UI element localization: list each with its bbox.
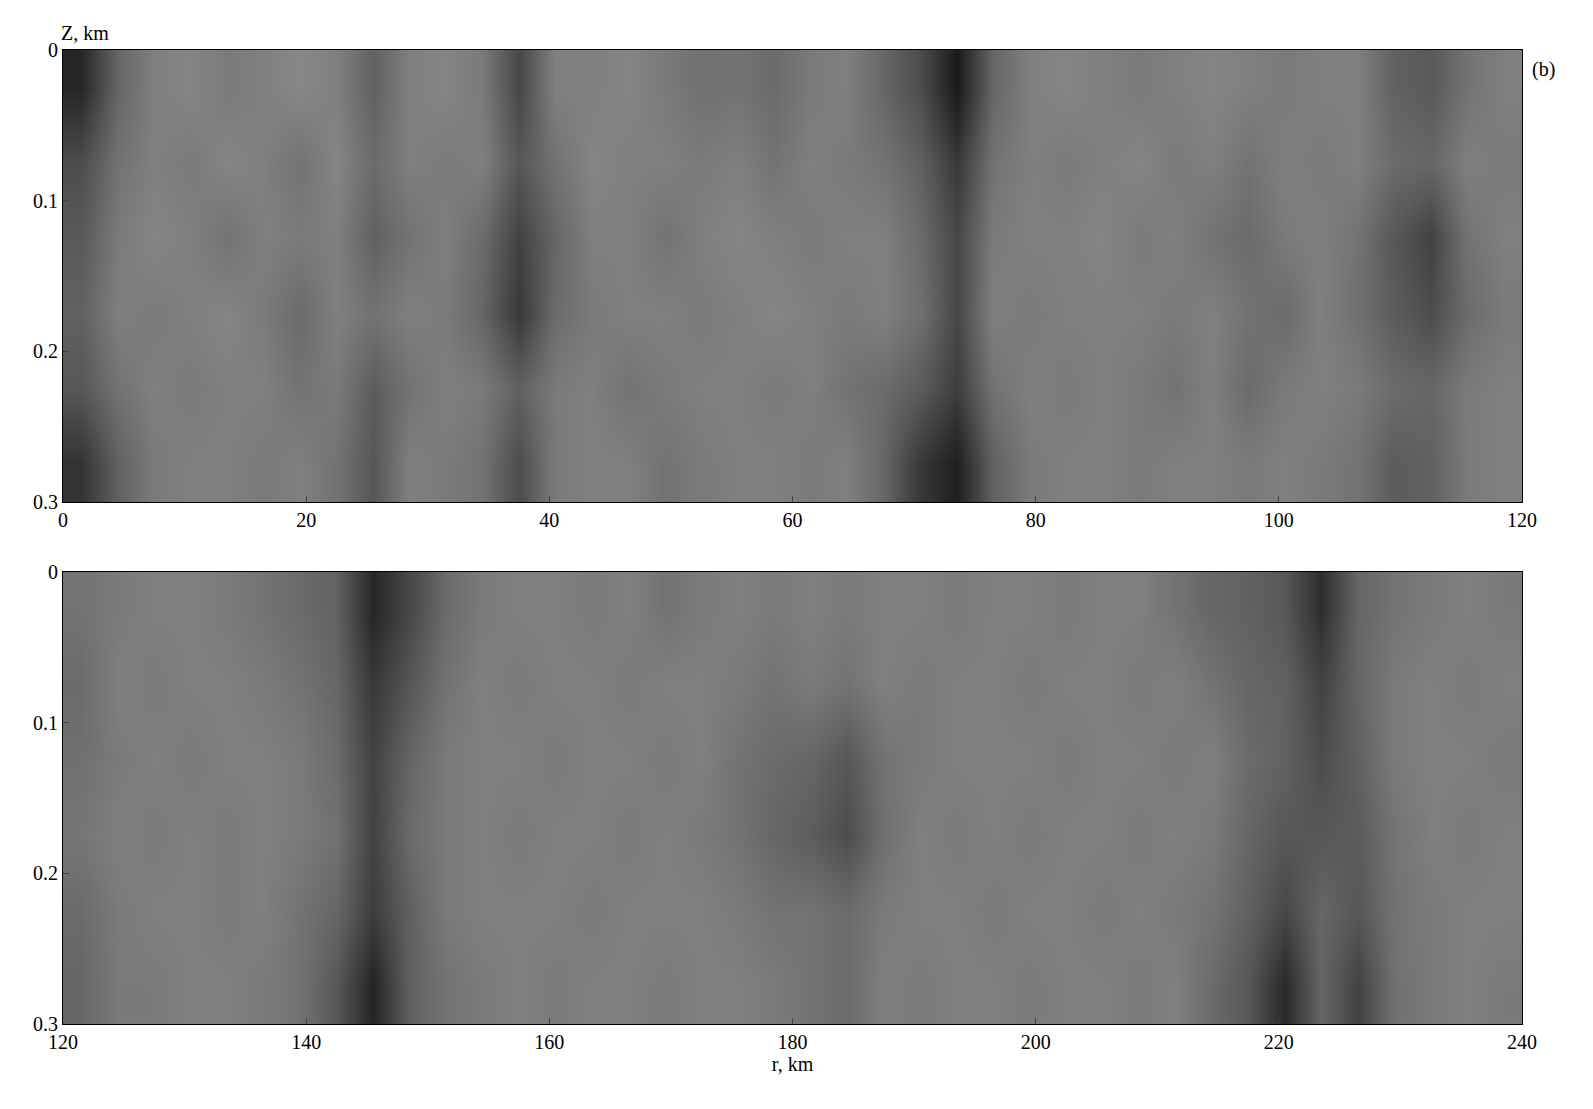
svg-text:0: 0 [58, 509, 68, 531]
svg-text:0.3: 0.3 [33, 1013, 58, 1035]
svg-text:Z, km: Z, km [61, 22, 109, 44]
svg-text:0.2: 0.2 [33, 340, 58, 362]
svg-text:200: 200 [1021, 1031, 1051, 1053]
svg-text:0.1: 0.1 [33, 712, 58, 734]
svg-text:140: 140 [291, 1031, 321, 1053]
svg-text:120: 120 [1507, 509, 1537, 531]
svg-text:160: 160 [534, 1031, 564, 1053]
svg-text:240: 240 [1507, 1031, 1537, 1053]
svg-text:60: 60 [783, 509, 803, 531]
svg-text:0: 0 [48, 561, 58, 583]
svg-text:20: 20 [296, 509, 316, 531]
svg-text:0.2: 0.2 [33, 862, 58, 884]
svg-text:40: 40 [539, 509, 559, 531]
svg-text:100: 100 [1264, 509, 1294, 531]
svg-text:0.3: 0.3 [33, 491, 58, 513]
svg-text:0.1: 0.1 [33, 190, 58, 212]
svg-text:180: 180 [778, 1031, 808, 1053]
svg-text:220: 220 [1264, 1031, 1294, 1053]
svg-text:r, km: r, km [772, 1053, 814, 1075]
svg-text:80: 80 [1026, 509, 1046, 531]
svg-text:(b): (b) [1532, 58, 1555, 81]
svg-text:120: 120 [48, 1031, 78, 1053]
svg-text:0: 0 [48, 39, 58, 61]
